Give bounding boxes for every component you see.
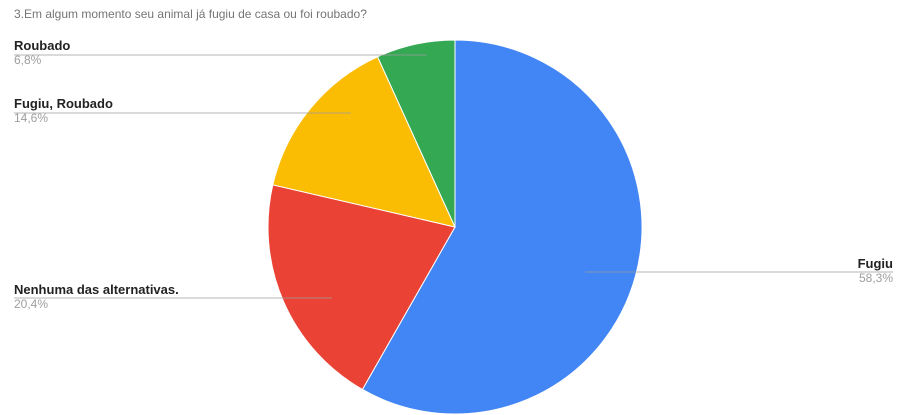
slice-percent-0: 58,3% — [859, 271, 893, 285]
chart-title: 3.Em algum momento seu animal já fugiu d… — [14, 7, 367, 21]
slice-percent-2: 14,6% — [14, 111, 48, 125]
slice-label-3: Roubado — [14, 38, 70, 53]
pie-slice-2[interactable] — [272, 56, 456, 228]
pie-slices — [267, 39, 643, 415]
slice-label-2: Fugiu, Roubado — [14, 96, 113, 111]
pie-slice-1[interactable] — [267, 184, 456, 391]
pie-slice-0[interactable] — [361, 39, 643, 415]
leader-lines — [14, 54, 893, 299]
slice-label-1: Nenhuma das alternativas. — [14, 282, 179, 297]
slice-percent-3: 6,8% — [14, 53, 42, 67]
slice-percent-1: 20,4% — [14, 297, 48, 311]
slice-label-0: Fugiu — [858, 256, 893, 271]
pie-slice-3[interactable] — [376, 39, 456, 228]
